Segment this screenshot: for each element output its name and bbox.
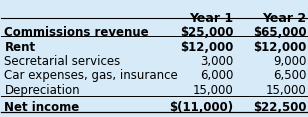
Text: Rent: Rent: [4, 40, 35, 53]
Text: 9,000: 9,000: [273, 55, 306, 68]
Text: 15,000: 15,000: [266, 84, 306, 97]
Text: Secretarial services: Secretarial services: [4, 55, 121, 68]
Text: $25,000: $25,000: [180, 26, 233, 39]
Text: Net income: Net income: [4, 101, 80, 114]
Text: 6,000: 6,000: [200, 69, 233, 82]
Text: Year 1: Year 1: [189, 12, 233, 25]
Text: $12,000: $12,000: [253, 40, 306, 53]
Text: Car expenses, gas, insurance: Car expenses, gas, insurance: [4, 69, 178, 82]
Text: Year 2: Year 2: [262, 12, 306, 25]
Text: 6,500: 6,500: [273, 69, 306, 82]
Text: $12,000: $12,000: [180, 40, 233, 53]
Text: Commissions revenue: Commissions revenue: [4, 26, 149, 39]
Text: $(11,000): $(11,000): [169, 101, 233, 114]
Text: 15,000: 15,000: [192, 84, 233, 97]
Text: Depreciation: Depreciation: [4, 84, 80, 97]
Text: $22,500: $22,500: [253, 101, 306, 114]
Text: 3,000: 3,000: [200, 55, 233, 68]
Text: $65,000: $65,000: [253, 26, 306, 39]
